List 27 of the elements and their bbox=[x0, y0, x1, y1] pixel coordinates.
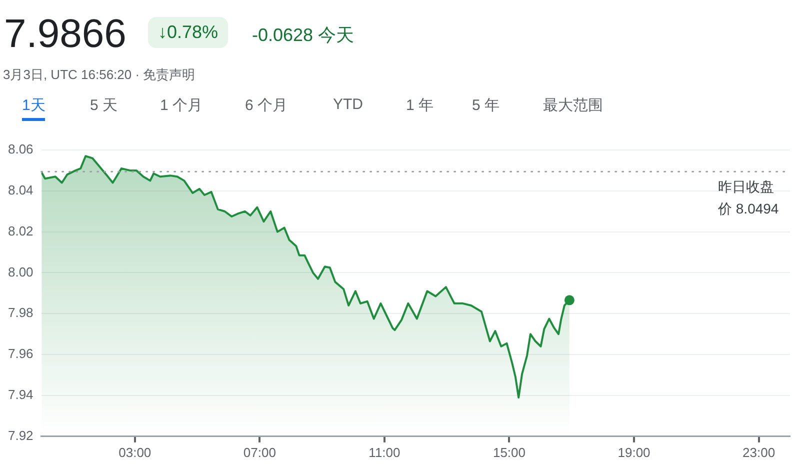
text: YTD bbox=[333, 96, 363, 113]
y-tick-label: 8.00 bbox=[8, 264, 34, 280]
x-tick-label: 03:00 bbox=[118, 444, 152, 460]
y-tick-label: 8.02 bbox=[8, 223, 34, 238]
text: 1 年 bbox=[406, 96, 434, 115]
text: 5 年 bbox=[472, 96, 500, 115]
text: 1天 bbox=[22, 96, 46, 121]
text: 1 个月 bbox=[160, 96, 203, 115]
chart-title: 7.9866 bbox=[4, 12, 126, 57]
text: -0.0628 今天 bbox=[252, 24, 354, 47]
chart-subtitle: 3月3日, UTC 16:56:20 · 免责声明 bbox=[3, 66, 196, 84]
y-tick-label: 7.94 bbox=[8, 387, 34, 402]
x-tick-label: 07:00 bbox=[243, 444, 276, 460]
text: 5 天 bbox=[90, 96, 118, 115]
y-tick-label: 8.06 bbox=[8, 142, 34, 157]
x-tick-label: 23:00 bbox=[742, 444, 776, 460]
ref-line-label: 昨日收盘价 8.0494 bbox=[717, 178, 779, 217]
y-tick-label: 7.98 bbox=[8, 305, 34, 320]
text: 最大范围 bbox=[543, 96, 603, 115]
text: 6 个月 bbox=[245, 96, 288, 115]
x-tick-label: 15:00 bbox=[492, 444, 526, 460]
y-tick-label: 8.04 bbox=[8, 182, 34, 198]
text: ↓0.78% bbox=[148, 17, 228, 48]
y-tick-label: 7.96 bbox=[8, 346, 34, 362]
y-tick-label: 7.92 bbox=[8, 428, 34, 443]
x-tick-label: 11:00 bbox=[368, 444, 400, 460]
x-tick-label: 19:00 bbox=[618, 444, 650, 460]
